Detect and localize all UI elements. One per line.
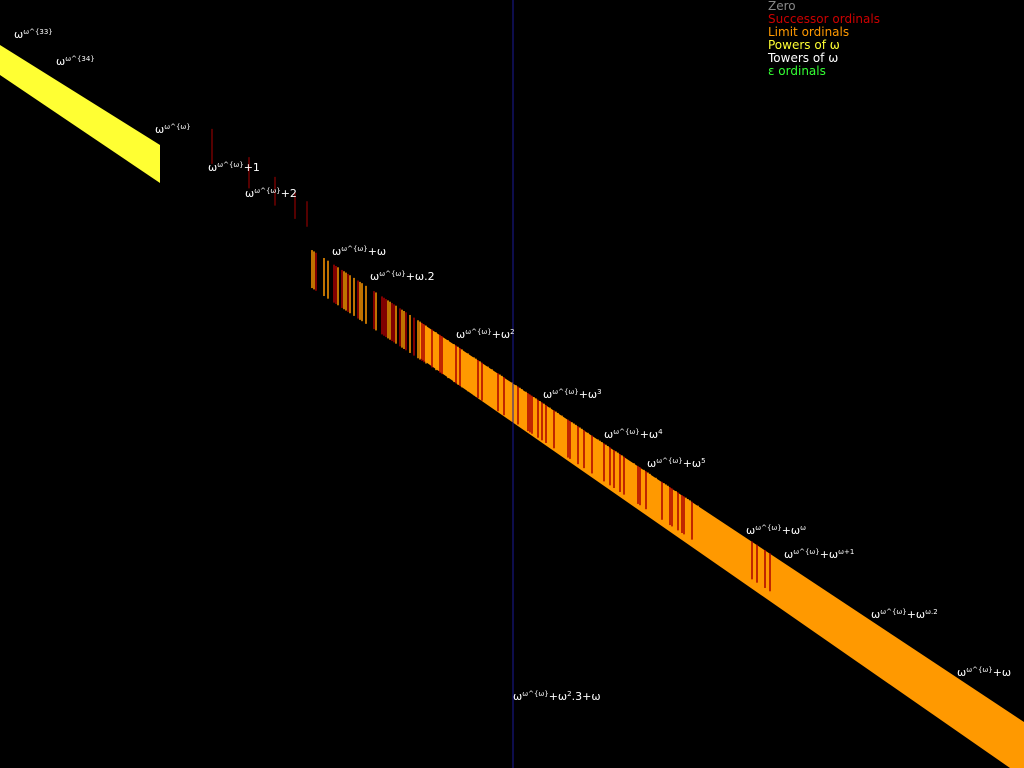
ordinal-label: ωω^{ω}+ωω bbox=[746, 524, 806, 537]
superscript: ω^{ω} bbox=[966, 666, 993, 674]
ordinal-label: ωω^{ω}+ωω.2 bbox=[871, 608, 938, 621]
superscript: ω^{ω} bbox=[379, 270, 406, 278]
ordinal-label: ωω^{ω}+ω bbox=[957, 666, 1011, 679]
label-part: ω bbox=[543, 388, 552, 401]
labels: ωω^{33}ωω^{34}ωω^{ω}ωω^{ω}+1ωω^{ω}+2ωω^{… bbox=[14, 28, 1011, 703]
superscript: 5 bbox=[701, 457, 705, 465]
ordinal-label: ωω^{ω}+ω5 bbox=[647, 457, 706, 470]
label-part: ω bbox=[245, 187, 254, 200]
label-part: +ω bbox=[579, 388, 597, 401]
legend-item: Successor ordinals bbox=[768, 12, 880, 26]
superscript: ω.2 bbox=[925, 608, 938, 616]
label-part: +ω bbox=[820, 548, 838, 561]
ordinal-label: ωω^{ω}+ωω+1 bbox=[784, 548, 854, 561]
superscript: 3 bbox=[597, 388, 601, 396]
label-part: ω bbox=[784, 548, 793, 561]
label-part: ω bbox=[957, 666, 966, 679]
label-part: +ω.2 bbox=[406, 270, 435, 283]
label-part: ω bbox=[56, 55, 65, 68]
legend-item: Towers of ω bbox=[767, 51, 838, 65]
superscript: ω^{ω} bbox=[164, 123, 191, 131]
superscript: ω^{ω} bbox=[341, 245, 368, 253]
superscript: ω^{33} bbox=[23, 28, 53, 36]
label-part: ω bbox=[332, 245, 341, 258]
superscript: ω^{ω} bbox=[880, 608, 907, 616]
ordinal-label: ωω^{ω}+ω2.3+ω bbox=[513, 690, 601, 703]
ordinal-label: ωω^{ω}+ω.2 bbox=[370, 270, 435, 283]
label-part: ω bbox=[647, 457, 656, 470]
label-part: +ω bbox=[549, 690, 567, 703]
label-part: ω bbox=[14, 28, 23, 41]
superscript: ω+1 bbox=[838, 548, 854, 556]
label-part: +ω bbox=[782, 524, 800, 537]
ordinal-label: ωω^{33} bbox=[14, 28, 53, 41]
superscript: ω bbox=[800, 524, 806, 532]
label-part: +ω bbox=[993, 666, 1011, 679]
label-part: +ω bbox=[907, 608, 925, 621]
limit-band bbox=[420, 322, 1024, 768]
superscript: 2 bbox=[567, 690, 571, 698]
ordinal-label: ωω^{ω}+2 bbox=[245, 187, 297, 200]
ordinal-label: ωω^{ω}+ω4 bbox=[604, 428, 663, 441]
label-part: ω bbox=[456, 328, 465, 341]
label-part: +ω bbox=[640, 428, 658, 441]
label-part: +ω bbox=[683, 457, 701, 470]
stripes bbox=[211, 128, 771, 592]
superscript: 2 bbox=[510, 328, 514, 336]
powers-band bbox=[0, 45, 160, 183]
label-part: +ω bbox=[368, 245, 386, 258]
superscript: ω^{ω} bbox=[522, 690, 549, 698]
legend-item: ε ordinals bbox=[768, 64, 826, 78]
legend-item: Zero bbox=[768, 0, 796, 13]
superscript: ω^{ω} bbox=[656, 457, 683, 465]
label-part: ω bbox=[746, 524, 755, 537]
legend-item: Powers of ω bbox=[768, 38, 840, 52]
superscript: ω^{ω} bbox=[465, 328, 492, 336]
superscript: ω^{ω} bbox=[613, 428, 640, 436]
superscript: ω^{ω} bbox=[254, 187, 281, 195]
superscript: ω^{ω} bbox=[217, 161, 244, 169]
superscript: ω^{ω} bbox=[793, 548, 820, 556]
ordinal-label: ωω^{ω}+ω bbox=[332, 245, 386, 258]
label-part: ω bbox=[370, 270, 379, 283]
superscript: 4 bbox=[658, 428, 663, 436]
superscript: ω^{ω} bbox=[755, 524, 782, 532]
label-part: ω bbox=[513, 690, 522, 703]
ordinal-label: ωω^{ω}+ω3 bbox=[543, 388, 602, 401]
label-part: ω bbox=[208, 161, 217, 174]
superscript: ω^{ω} bbox=[552, 388, 579, 396]
legend-item: Limit ordinals bbox=[768, 25, 849, 39]
label-part: +1 bbox=[244, 161, 260, 174]
label-part: ω bbox=[155, 123, 164, 136]
ordinal-label: ωω^{34} bbox=[56, 55, 95, 68]
superscript: ω^{34} bbox=[65, 55, 95, 63]
ordinal-label: ωω^{ω}+ω2 bbox=[456, 328, 515, 341]
ordinal-label: ωω^{ω} bbox=[155, 123, 191, 136]
ordinal-label: ωω^{ω}+1 bbox=[208, 161, 260, 174]
label-part: .3+ω bbox=[572, 690, 601, 703]
label-part: +2 bbox=[281, 187, 297, 200]
label-part: ω bbox=[871, 608, 880, 621]
label-part: ω bbox=[604, 428, 613, 441]
label-part: +ω bbox=[492, 328, 510, 341]
